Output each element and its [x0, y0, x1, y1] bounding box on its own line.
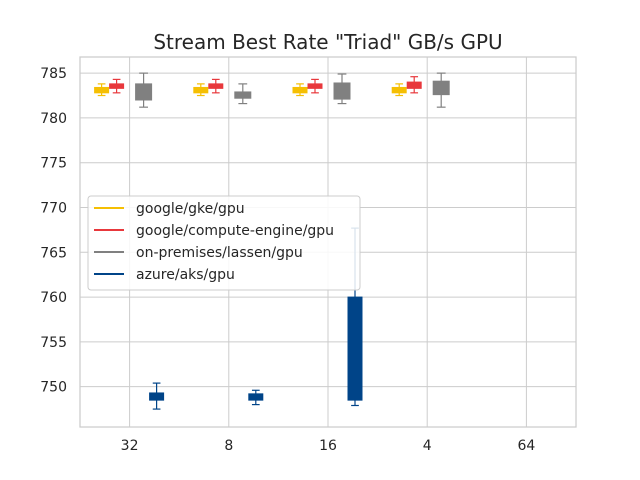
y-tick-label: 770 — [40, 201, 67, 217]
legend-item: on-premises/lassen/gpu — [94, 245, 303, 261]
plot-frame — [79, 56, 577, 428]
box-google-gke-gpu-8 — [193, 83, 209, 97]
tick-labels: 750 755 760 765 770 775 780 785 32 8 16 4 64 — [40, 66, 535, 454]
legend-label: azure/aks/gpu — [136, 267, 235, 283]
box-on-premises-lassen-gpu-32 — [135, 72, 153, 108]
box-on-premises-lassen-gpu-8 — [234, 83, 252, 105]
y-tick-label: 775 — [40, 156, 67, 172]
boxes — [94, 72, 450, 410]
legend-item: google/gke/gpu — [94, 201, 245, 217]
y-tick-label: 785 — [40, 66, 67, 82]
legend-item: azure/aks/gpu — [94, 267, 235, 283]
y-tick-label: 780 — [40, 111, 67, 127]
y-tick-label: 760 — [40, 290, 67, 306]
legend-label: on-premises/lassen/gpu — [136, 245, 303, 261]
box-google-compute-engine-gpu-32 — [109, 78, 125, 94]
y-tick-label: 755 — [40, 335, 67, 351]
box-on-premises-lassen-gpu-16 — [333, 73, 351, 105]
x-tick-label: 32 — [121, 438, 139, 454]
box-google-compute-engine-gpu-4 — [406, 76, 422, 94]
x-tick-label: 16 — [319, 438, 337, 454]
y-tick-label: 765 — [40, 245, 67, 261]
box-google-compute-engine-gpu-16 — [307, 78, 323, 94]
legend-label: google/compute-engine/gpu — [136, 223, 334, 239]
legend: google/gke/gpu google/compute-engine/gpu o… — [87, 195, 361, 291]
box-google-gke-gpu-16 — [292, 83, 308, 97]
box-google-gke-gpu-32 — [94, 83, 110, 97]
y-tick-label: 750 — [40, 380, 67, 396]
box-google-gke-gpu-4 — [391, 83, 407, 97]
box-body — [347, 296, 363, 401]
chart-title: Stream Best Rate "Triad" GB/s GPU — [153, 30, 502, 54]
box-body — [149, 392, 165, 401]
box-azure-aks-gpu-32 — [149, 382, 165, 410]
x-tick-label: 8 — [224, 438, 233, 454]
box-body — [135, 83, 153, 101]
box-azure-aks-gpu-8 — [248, 389, 264, 406]
box-google-compute-engine-gpu-8 — [208, 78, 224, 94]
x-tick-label: 4 — [423, 438, 432, 454]
box-on-premises-lassen-gpu-4 — [432, 72, 450, 108]
legend-frame — [87, 195, 361, 291]
x-tick-label: 64 — [517, 438, 535, 454]
legend-item: google/compute-engine/gpu — [94, 223, 334, 239]
legend-label: google/gke/gpu — [136, 201, 245, 217]
